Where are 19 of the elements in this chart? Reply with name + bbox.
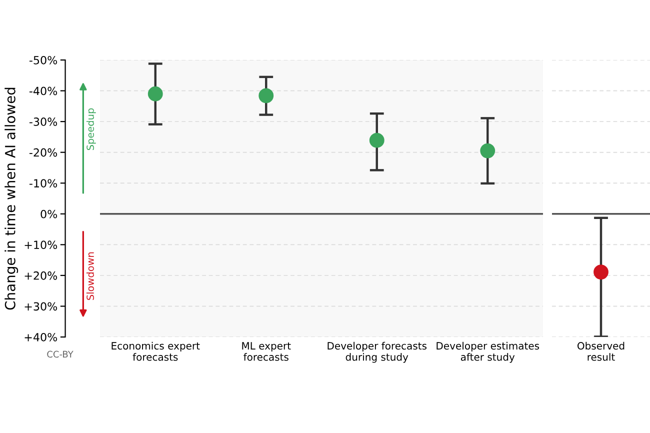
y-tick-label: 0% (40, 210, 58, 218)
y-tick-label: +10% (24, 240, 58, 250)
x-tick-label: Economics expert forecasts (112, 342, 200, 361)
text: CC-BY (47, 350, 74, 358)
x-tick-label: Developer forecasts during study (328, 342, 427, 363)
x-tick-label: Developer estimates after study (436, 342, 540, 363)
y-axis-title: Change in time when AI allowed (4, 88, 18, 310)
text: Speedup (86, 108, 96, 150)
y-tick-label: -50% (29, 56, 58, 64)
y-tick-label: -30% (29, 118, 58, 126)
y-tick-label: -40% (29, 86, 58, 96)
x-tick-label: Observed result (578, 342, 624, 361)
y-tick-label: -20% (29, 148, 58, 157)
y-tick-label: +40% (24, 332, 58, 342)
y-tick-label: -10% (29, 179, 58, 188)
y-tick-label: +30% (24, 302, 58, 311)
y-tick-label: +20% (24, 271, 58, 280)
x-tick-label: ML expert forecasts (242, 342, 291, 361)
text: Slowdown (86, 252, 94, 300)
